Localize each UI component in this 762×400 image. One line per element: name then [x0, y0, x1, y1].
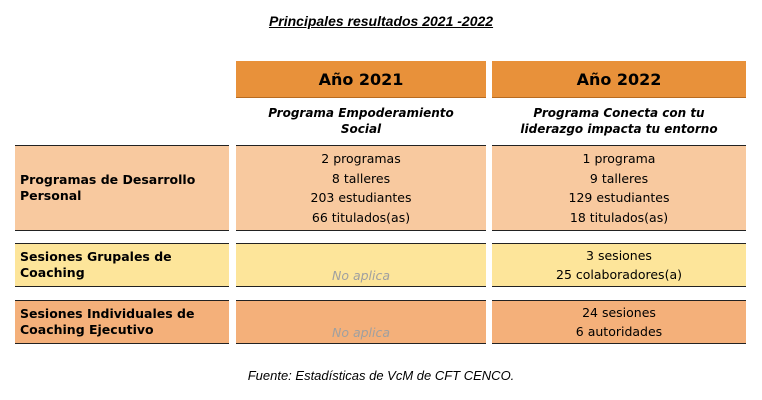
values-2021-desarrollo-personal: 2 programas 8 talleres 203 estudiantes 6…	[236, 145, 486, 231]
program-name-2021: Programa Empoderamiento Social	[236, 100, 486, 142]
value-line: 66 titulados(as)	[312, 210, 410, 225]
values-2022-sesiones-grupales: 3 sesiones 25 colaboradores(a)	[492, 243, 746, 287]
source-note: Fuente: Estadísticas de VcM de CFT CENCO…	[0, 368, 762, 383]
value-line: 129 estudiantes	[569, 190, 670, 205]
row-label-sesiones-grupales: Sesiones Grupales de Coaching	[15, 243, 229, 287]
row-label-desarrollo-personal: Programas de Desarrollo Personal	[15, 145, 229, 231]
page-title: Principales resultados 2021 -2022	[0, 13, 762, 29]
column-header-2022: Año 2022	[492, 61, 746, 98]
value-line: 1 programa	[583, 151, 656, 166]
value-line: 18 titulados(as)	[570, 210, 668, 225]
value-line: 24 sesiones	[582, 305, 656, 320]
no-aplica-2021-individuales: No aplica	[236, 300, 486, 344]
values-2022-desarrollo-personal: 1 programa 9 talleres 129 estudiantes 18…	[492, 145, 746, 231]
value-line: 203 estudiantes	[311, 190, 412, 205]
column-header-2021: Año 2021	[236, 61, 486, 98]
row-label-sesiones-individuales: Sesiones Individuales de Coaching Ejecut…	[15, 300, 229, 344]
value-line: 3 sesiones	[586, 248, 652, 263]
value-line: 6 autoridades	[576, 324, 662, 339]
values-2022-sesiones-individuales: 24 sesiones 6 autoridades	[492, 300, 746, 344]
value-line: 8 talleres	[332, 171, 390, 186]
program-name-2022: Programa Conecta con tu liderazgo impact…	[492, 100, 746, 142]
no-aplica-2021-grupales: No aplica	[236, 243, 486, 287]
value-line: 2 programas	[321, 151, 400, 166]
value-line: 9 talleres	[590, 171, 648, 186]
value-line: 25 colaboradores(a)	[556, 267, 682, 282]
